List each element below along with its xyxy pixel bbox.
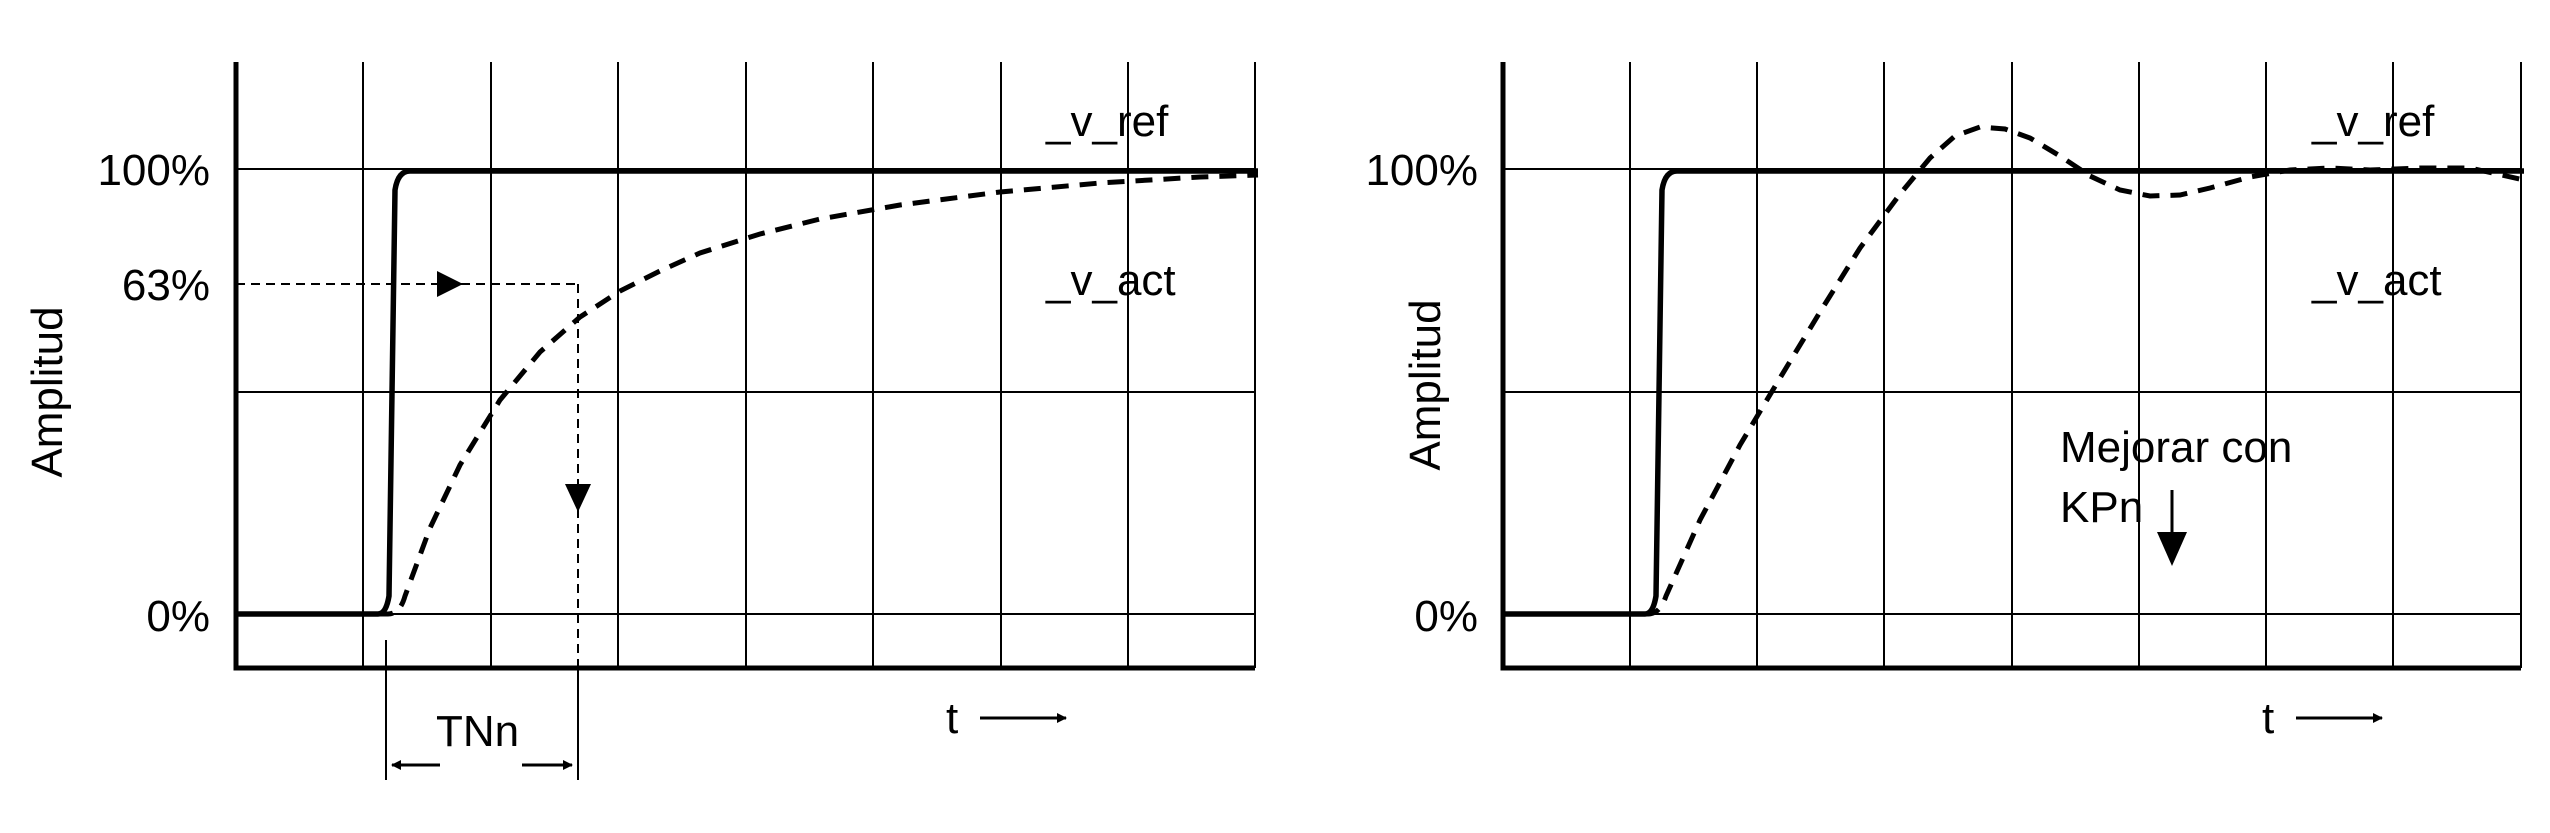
right-axes — [1500, 62, 2521, 671]
left-v-act-curve — [236, 172, 1259, 617]
left-panel: TNn 100% 63% 0% Amplitud _v_ref _v_act t — [23, 62, 1259, 780]
right-note-line2: KPn — [2060, 483, 2143, 532]
right-tick-0: 0% — [1414, 592, 1478, 641]
left-time-label: t — [946, 694, 958, 743]
right-v-act-curve — [1503, 124, 2525, 617]
left-63-arrowhead — [437, 271, 463, 297]
right-tick-100: 100% — [1365, 146, 1478, 195]
left-tick-0: 0% — [146, 592, 210, 641]
left-axes — [233, 62, 1255, 671]
right-v-act-label: _v_act — [2311, 256, 2442, 305]
right-v-ref-label: _v_ref — [2311, 97, 2435, 146]
right-time-label: t — [2262, 694, 2274, 743]
right-note-line1: Mejorar con — [2060, 423, 2292, 472]
left-v-act-label: _v_act — [1045, 256, 1176, 305]
left-tick-100: 100% — [97, 146, 210, 195]
left-drop-arrowhead — [565, 484, 591, 512]
right-y-axis-label: Amplitud — [1401, 299, 1450, 470]
right-panel: 100% 0% Amplitud _v_ref _v_act Mejorar c… — [1365, 62, 2525, 743]
right-improve-arrowhead — [2157, 532, 2187, 566]
tnn-label: TNn — [436, 707, 519, 756]
left-v-ref-label: _v_ref — [1045, 97, 1169, 146]
left-y-axis-label: Amplitud — [23, 306, 72, 477]
left-tick-63: 63% — [122, 261, 210, 310]
